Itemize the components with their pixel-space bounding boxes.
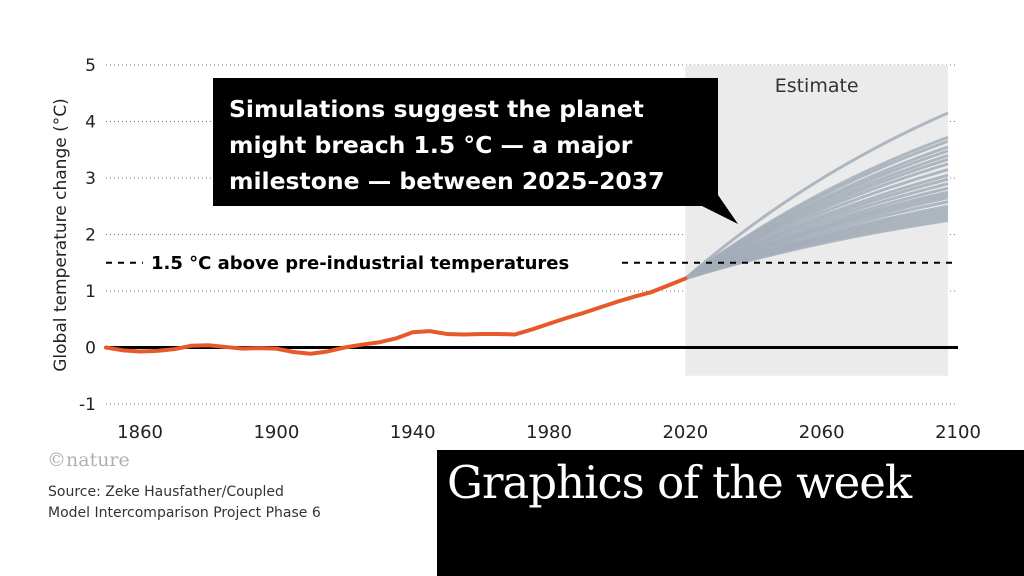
- y-tick-label: 1: [85, 282, 96, 302]
- x-tick-label: 2020: [662, 422, 708, 443]
- y-tick-label: 3: [85, 169, 96, 189]
- source-line-1: Source: Zeke Hausfather/Coupled: [48, 484, 284, 500]
- y-tick-label: 0: [85, 339, 96, 359]
- x-tick-label: 1940: [390, 422, 436, 443]
- projection-lines: [684, 111, 949, 281]
- source-line-2: Model Intercomparison Project Phase 6: [48, 505, 321, 521]
- y-axis-label: Global temperature change (°C): [51, 98, 71, 372]
- x-tick-label: 2100: [935, 422, 981, 443]
- y-tick-label: 2: [85, 226, 96, 246]
- source-note: Source: Zeke Hausfather/Coupled Model In…: [48, 482, 321, 524]
- threshold-label: 1.5 °C above pre-industrial temperatures: [151, 253, 569, 274]
- banner-title: Graphics of the week: [447, 456, 912, 509]
- x-tick-label: 1860: [117, 422, 163, 443]
- x-tick-label: 1980: [526, 422, 572, 443]
- estimate-label: Estimate: [775, 75, 859, 97]
- x-axis-tick-labels: 1860 1900 1940 1980 2020 2060 2100: [117, 422, 981, 443]
- y-tick-label: 4: [85, 113, 96, 133]
- y-tick-label: 5: [85, 56, 96, 76]
- temperature-chart: Estimate 1.5 °C above pre-industrial tem…: [51, 56, 981, 443]
- projection-line: [684, 111, 949, 280]
- annotation-callout: Simulations suggest the planet might bre…: [213, 78, 718, 206]
- historical-temperature-line: [104, 276, 688, 356]
- x-tick-label: 1900: [253, 422, 299, 443]
- y-tick-label: -1: [79, 395, 96, 415]
- y-axis-tick-labels: -1 0 1 2 3 4 5: [79, 56, 96, 415]
- banner: Graphics of the week: [437, 450, 1024, 576]
- projection-line: [684, 218, 949, 281]
- threshold-label-background: [143, 250, 617, 275]
- nature-logo: ©nature: [47, 449, 130, 471]
- x-tick-label: 2060: [799, 422, 845, 443]
